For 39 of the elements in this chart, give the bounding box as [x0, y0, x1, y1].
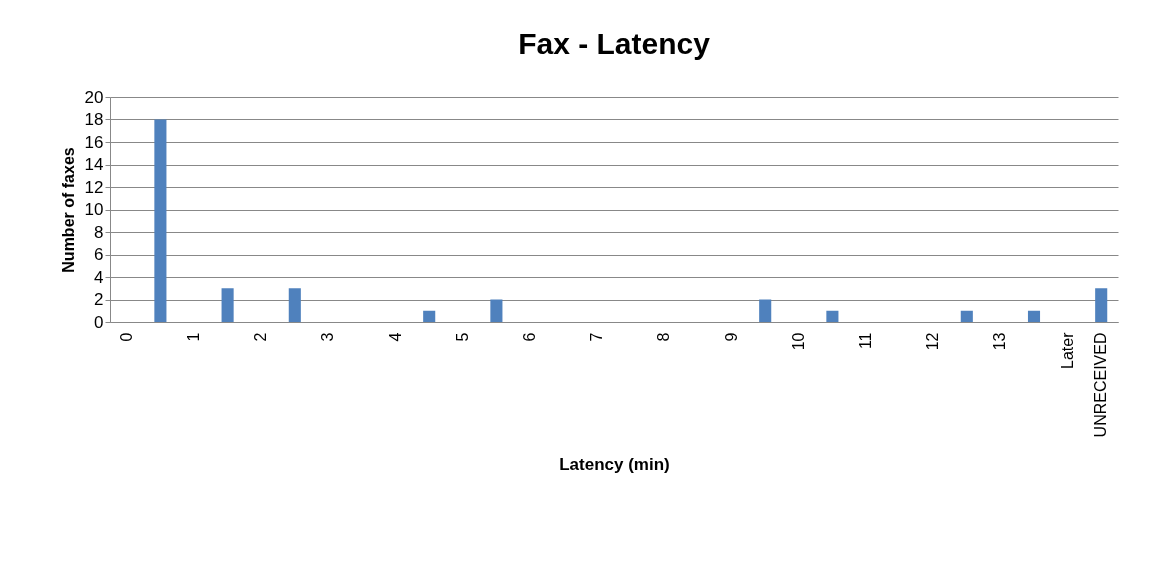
bar [1095, 288, 1108, 322]
y-axis-title: Number of faxes [59, 147, 77, 273]
bar [490, 299, 503, 322]
y-tick-label: 10 [84, 200, 104, 219]
x-tick-label: 4 [386, 332, 404, 342]
x-tick-label: Later [1058, 331, 1076, 369]
x-tick-label: 9 [722, 332, 740, 342]
x-tick-label: 13 [991, 332, 1009, 351]
chart-title: Fax - Latency [518, 27, 711, 60]
bar [759, 299, 772, 322]
x-tick-label: 8 [655, 332, 673, 342]
y-tick-label: 12 [84, 177, 104, 197]
y-tick-label: 2 [94, 290, 104, 309]
y-tick-label: 18 [84, 110, 104, 129]
x-tick-label: 3 [319, 332, 337, 342]
y-tick-label: 4 [94, 267, 104, 287]
bar [423, 310, 436, 322]
x-tick-label: 12 [924, 332, 942, 351]
y-tick-label: 20 [84, 87, 104, 107]
x-tick-label: UNRECEIVED [1092, 332, 1110, 438]
x-tick-label: 10 [789, 332, 807, 351]
bar [221, 288, 234, 322]
bar [288, 288, 301, 322]
y-tick-label: 14 [84, 155, 104, 174]
x-axis-title: Latency (min) [559, 455, 670, 475]
y-tick-label: 8 [94, 222, 104, 242]
x-tick-label: 6 [521, 332, 538, 342]
x-tick-label: 5 [453, 332, 471, 342]
y-tick-label: 6 [94, 245, 104, 264]
x-tick-label: 7 [588, 332, 606, 342]
bar [826, 310, 839, 322]
x-tick-label: 2 [252, 332, 270, 342]
bar [1027, 310, 1041, 322]
bar [960, 310, 973, 322]
bar [154, 119, 167, 322]
y-tick-label: 16 [84, 132, 104, 152]
x-tick-label: 0 [117, 332, 135, 342]
x-tick-label: 1 [185, 332, 202, 342]
x-tick-label: 11 [857, 332, 874, 350]
